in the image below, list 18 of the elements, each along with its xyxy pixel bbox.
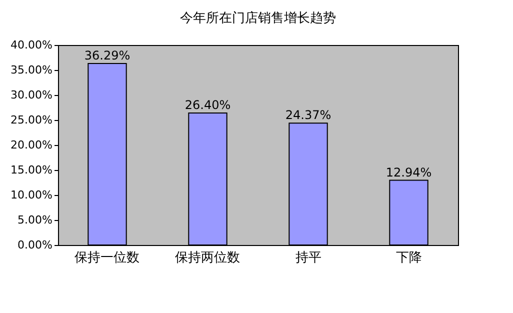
- y-tick-label: 40.00%: [10, 38, 52, 52]
- chart-title: 今年所在门店销售增长趋势: [180, 10, 336, 26]
- y-tick-label: 25.00%: [10, 114, 52, 126]
- y-tick-label: 5.00%: [18, 214, 52, 226]
- data-label: 12.94%: [386, 165, 432, 180]
- x-tick-label: 持平: [295, 250, 322, 266]
- data-label: 26.40%: [184, 98, 231, 112]
- data-label: 36.29%: [84, 48, 130, 63]
- y-tick-label: 20.00%: [10, 138, 52, 152]
- x-tick-label: 保持一位数: [74, 250, 140, 266]
- y-tick-label: 10.00%: [10, 188, 52, 202]
- y-tick-label: 30.00%: [10, 88, 52, 102]
- y-tick-label: 15.00%: [10, 164, 52, 176]
- x-tick-label: 下降: [396, 250, 422, 266]
- data-label: 24.37%: [285, 108, 332, 122]
- y-tick-label: 0.00%: [18, 238, 52, 252]
- y-tick-label: 35.00%: [10, 64, 52, 76]
- x-tick-label: 保持两位数: [175, 250, 240, 266]
